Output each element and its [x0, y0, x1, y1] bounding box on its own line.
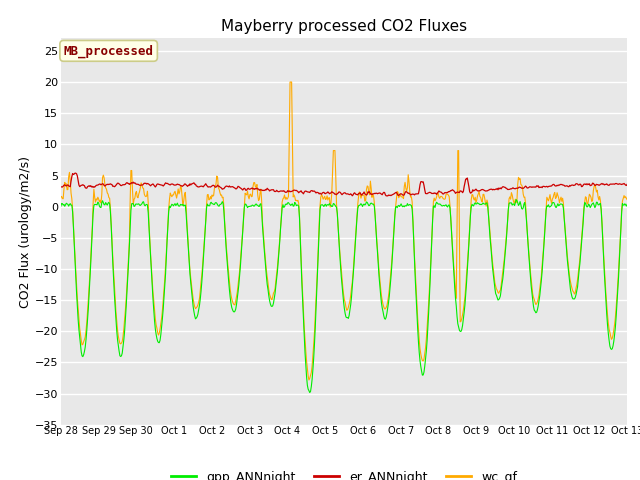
Y-axis label: CO2 Flux (urology/m2/s): CO2 Flux (urology/m2/s) [19, 156, 32, 308]
Title: Mayberry processed CO2 Fluxes: Mayberry processed CO2 Fluxes [221, 20, 467, 35]
Legend: gpp_ANNnight, er_ANNnight, wc_gf: gpp_ANNnight, er_ANNnight, wc_gf [166, 466, 522, 480]
Text: MB_processed: MB_processed [63, 44, 154, 58]
